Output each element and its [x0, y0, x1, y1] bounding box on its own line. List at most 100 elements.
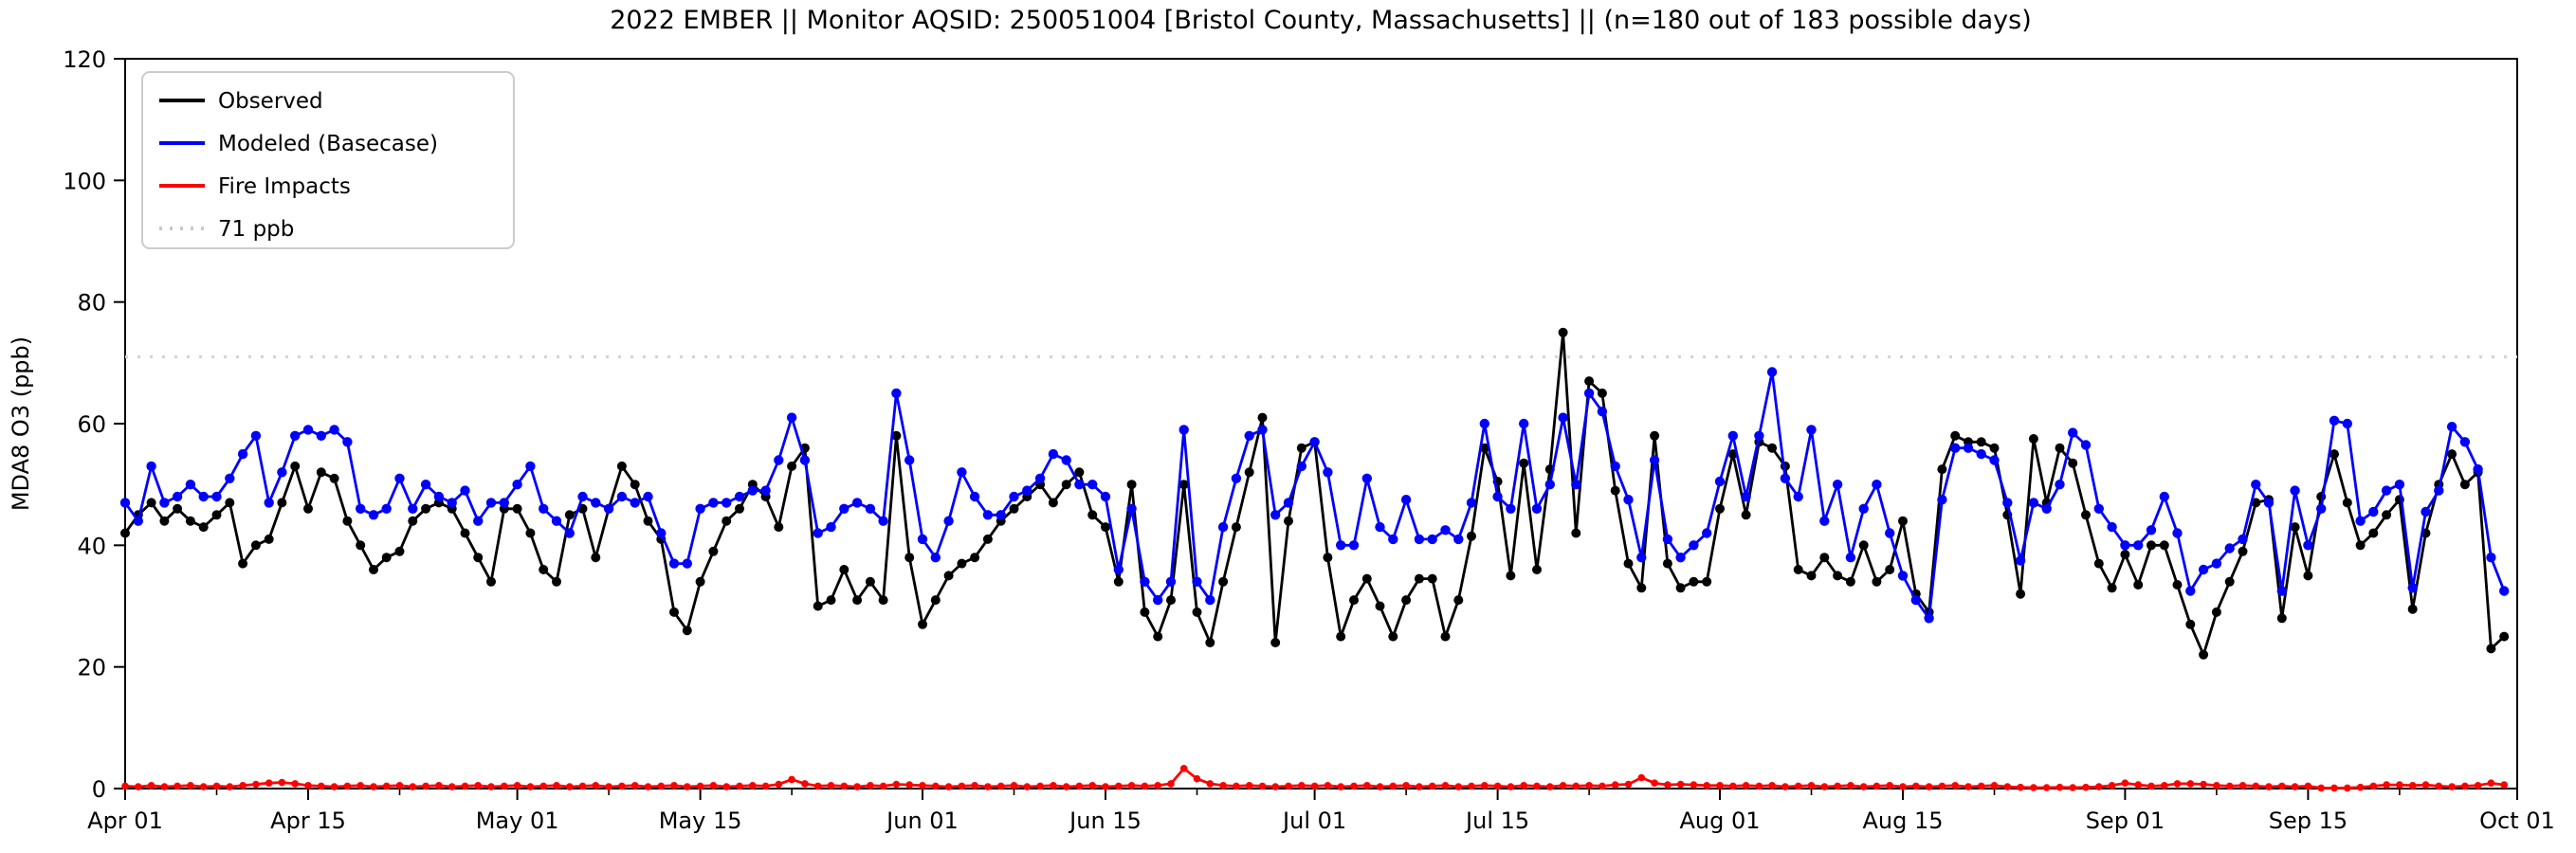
fire-impacts-series [121, 765, 2508, 792]
fire-impacts-marker [1690, 781, 1698, 789]
modeled-basecase-marker [1348, 540, 1360, 551]
observed-marker [669, 607, 679, 617]
modeled-basecase-marker [630, 498, 640, 508]
fire-impacts-marker [2291, 783, 2299, 790]
observed-marker [787, 461, 797, 471]
fire-impacts-marker [526, 783, 535, 790]
modeled-basecase-marker [2316, 503, 2327, 514]
fire-impacts-marker [1873, 782, 1881, 790]
observed-marker [342, 516, 353, 526]
modeled-basecase-marker [904, 455, 915, 465]
modeled-basecase-marker [2120, 540, 2130, 551]
observed-marker [2459, 480, 2470, 490]
observed-marker [1976, 437, 1986, 447]
observed-marker [1113, 576, 1124, 587]
fire-impacts-marker [1337, 783, 1344, 790]
modeled-basecase-marker [2093, 503, 2104, 514]
modeled-basecase-marker [250, 430, 262, 441]
fire-impacts-marker [867, 782, 874, 789]
y-tick-label: 120 [63, 46, 106, 73]
fire-impacts-marker [435, 782, 443, 789]
fire-impacts-marker [2435, 782, 2443, 790]
modeled-basecase-marker [447, 498, 457, 508]
observed-marker [1506, 571, 1516, 581]
observed-marker [303, 503, 313, 514]
modeled-basecase-marker [2251, 480, 2261, 490]
modeled-basecase-marker [146, 461, 156, 472]
modeled-basecase-marker [2185, 586, 2196, 596]
modeled-basecase-marker [708, 498, 719, 508]
x-tick-label: Jun 01 [885, 808, 959, 834]
modeled-basecase-marker [2486, 553, 2496, 563]
fire-impacts-marker [1807, 782, 1816, 789]
fire-impacts-marker [461, 782, 469, 790]
modeled-basecase-marker [172, 491, 183, 502]
observed-marker [2211, 607, 2221, 617]
fire-impacts-marker [2330, 784, 2338, 792]
fire-impacts-marker [1651, 779, 1658, 787]
observed-marker [1650, 430, 1660, 441]
fire-impacts-marker [513, 782, 521, 789]
x-tick-label: May 15 [659, 808, 742, 834]
modeled-basecase-marker [891, 388, 902, 399]
fire-impacts-marker [566, 783, 574, 790]
observed-marker [2016, 589, 2026, 599]
fire-impacts-marker [801, 780, 809, 788]
observed-marker [408, 516, 418, 526]
observed-marker [891, 430, 902, 441]
modeled-basecase-marker [813, 528, 823, 538]
observed-marker [591, 553, 601, 563]
observed-marker [682, 626, 692, 636]
fire-impacts-marker [1023, 783, 1032, 790]
modeled-basecase-marker [1231, 473, 1242, 483]
legend-box [141, 71, 515, 249]
modeled-basecase-marker [917, 534, 928, 545]
observed-marker [970, 553, 980, 563]
modeled-basecase-marker [2211, 558, 2222, 569]
fire-impacts-marker [1363, 782, 1371, 789]
fire-impacts-marker [2069, 784, 2076, 791]
modeled-basecase-marker [1610, 461, 1620, 472]
observed-marker [1349, 595, 1359, 606]
x-tick-label: Apr 01 [87, 808, 163, 834]
fire-impacts-marker [2173, 780, 2182, 788]
modeled-basecase-marker [996, 510, 1006, 520]
fire-impacts-marker [2278, 782, 2286, 790]
fire-impacts-marker [1729, 782, 1737, 790]
observed-marker [1427, 573, 1437, 584]
x-tick-label: Sep 15 [2269, 808, 2348, 834]
y-axis: 0 20 40 60 80 100 120 [63, 46, 125, 803]
modeled-basecase-marker [460, 485, 470, 496]
x-tick-label: Aug 15 [1863, 808, 1944, 834]
observed-marker [2251, 498, 2261, 508]
y-tick-label: 0 [92, 776, 106, 803]
observed-marker [2238, 546, 2248, 556]
observed-marker [852, 595, 863, 606]
observed-marker [473, 553, 484, 563]
modeled-basecase-marker [1126, 503, 1137, 514]
modeled-basecase-marker [682, 558, 692, 569]
modeled-basecase-marker [2133, 540, 2144, 551]
observed-marker [2355, 540, 2366, 551]
fire-impacts-marker [944, 783, 953, 790]
modeled-basecase-marker [668, 558, 680, 569]
fire-impacts-marker [696, 782, 704, 790]
fire-impacts-marker [187, 782, 194, 789]
modeled-basecase-marker [499, 498, 509, 508]
observed-marker [2407, 604, 2418, 614]
modeled-basecase-marker [1780, 473, 1791, 483]
modeled-basecase-marker [1623, 495, 1634, 505]
legend-label-71-ppb: 71 ppb [218, 217, 294, 242]
modeled-basecase-marker [1165, 576, 1177, 587]
fire-impacts-marker [1977, 782, 1985, 790]
fire-impacts-marker [1141, 782, 1149, 790]
fire-impacts-marker [1088, 782, 1096, 789]
modeled-basecase-marker [277, 467, 287, 478]
observed-marker [460, 528, 470, 538]
fire-impacts-marker [2200, 780, 2207, 789]
observed-marker [1166, 595, 1176, 606]
observed-marker [1153, 631, 1163, 642]
observed-marker [525, 528, 536, 538]
observed-marker [2081, 510, 2091, 520]
observed-marker [1009, 503, 1019, 514]
